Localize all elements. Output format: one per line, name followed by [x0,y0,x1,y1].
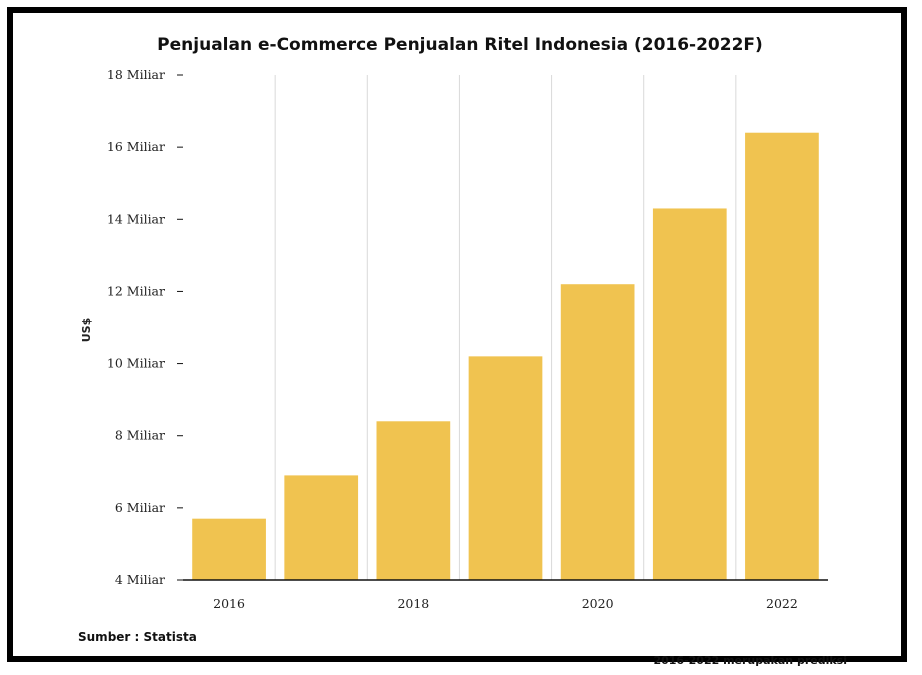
forecast-footnote: 2016-2022 merupakan prediksi [653,654,847,667]
x-tick-label: 2022 [766,596,798,611]
gridlines [274,75,737,580]
bar-2017 [284,475,359,580]
bar-2016 [192,518,266,580]
y-axis-label: US$ [80,318,93,343]
y-tick-label: 18 Miliar [107,67,165,82]
y-tick-label: 10 Miliar [107,356,165,371]
x-tick-label: 2016 [213,596,245,611]
chart-title: Penjualan e-Commerce Penjualan Ritel Ind… [157,35,763,55]
y-tick-label: 14 Miliar [107,211,165,226]
bar-2018 [376,421,451,580]
bars [192,132,819,580]
bar-2022 [745,132,819,580]
x-tick-labels: 2016 2018 2020 2022 [213,596,798,611]
y-tick-labels: 4 Miliar 6 Miliar 8 Miliar 10 Miliar 12 Mili… [107,67,183,587]
y-tick-label: 8 Miliar [115,428,165,443]
bar-2020 [560,284,635,580]
bar-2019 [468,356,543,580]
y-tick-label: 4 Miliar [115,572,165,587]
bar-2021 [652,208,727,580]
source-note: Sumber : Statista [78,630,197,644]
y-tick-label: 12 Miliar [107,283,165,298]
x-tick-label: 2018 [397,596,429,611]
x-tick-label: 2020 [582,596,614,611]
y-tick-label: 6 Miliar [115,500,165,515]
y-tick-label: 16 Miliar [107,139,165,154]
